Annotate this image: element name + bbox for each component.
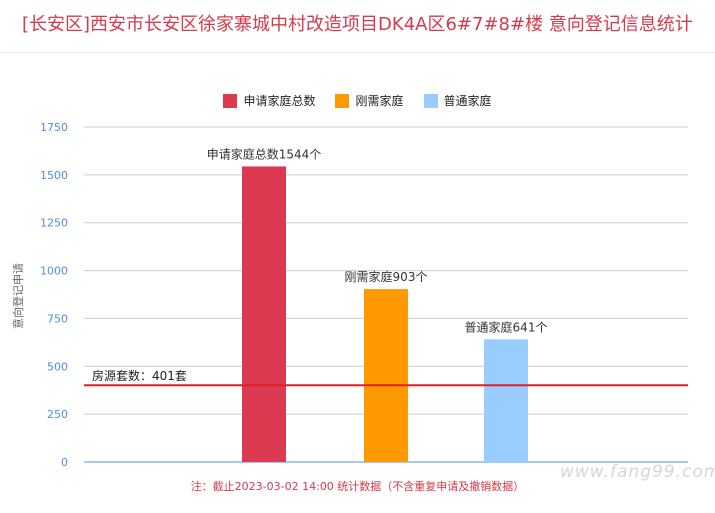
legend-item[interactable]: 普通家庭 (423, 92, 492, 109)
data-label: 申请家庭总数1544个 (207, 146, 322, 161)
legend-item[interactable]: 申请家庭总数 (223, 92, 315, 109)
legend-label: 普通家庭 (443, 94, 492, 108)
legend-label: 申请家庭总数 (243, 94, 316, 108)
page-title: [长安区]西安市长安区徐家寨城中村改造项目DK4A区6#7#8#楼 意向登记信息… (22, 14, 693, 35)
bar[interactable] (242, 166, 286, 463)
y-tick-label: 0 (61, 456, 68, 469)
data-label: 普通家庭641个 (465, 319, 548, 334)
footnote: 注：截止2023-03-02 14:00 统计数据（不含重复申请及撤销数据） (190, 480, 525, 493)
chart-legend: 申请家庭总数 刚需家庭 普通家庭 (0, 92, 715, 109)
bar[interactable] (484, 339, 528, 462)
legend-item[interactable]: 刚需家庭 (335, 92, 404, 109)
watermark: www.fang99.com (560, 462, 715, 482)
legend-swatch (223, 93, 238, 108)
legend-swatch (423, 93, 438, 108)
header-divider (0, 52, 715, 53)
legend-label: 刚需家庭 (355, 94, 404, 108)
bar[interactable] (364, 289, 408, 462)
y-tick-label: 1000 (40, 265, 68, 278)
y-tick-label: 250 (47, 408, 68, 421)
y-tick-label: 1750 (40, 121, 68, 134)
data-label: 刚需家庭903个 (345, 269, 428, 284)
y-tick-label: 500 (47, 360, 68, 373)
y-tick-label: 1500 (40, 169, 68, 182)
y-tick-label: 750 (47, 312, 68, 325)
reference-line-label: 房源套数：401套 (92, 368, 187, 383)
y-tick-label: 1250 (40, 217, 68, 230)
legend-swatch (335, 93, 350, 108)
